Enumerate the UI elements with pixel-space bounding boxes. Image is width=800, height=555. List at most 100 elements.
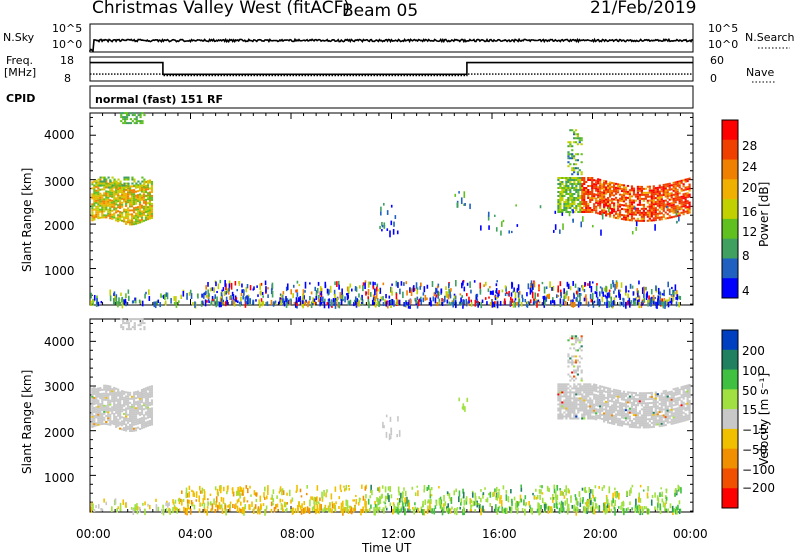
power-cell <box>573 203 575 205</box>
velocity-cell <box>675 392 677 394</box>
power-cell <box>563 187 565 189</box>
power-cell <box>226 291 228 294</box>
velocity-cell <box>581 418 583 420</box>
power-cell <box>633 194 635 196</box>
velocity-cell <box>346 485 348 490</box>
power-cell <box>119 183 121 185</box>
velocity-cell <box>565 403 567 405</box>
power-cell <box>265 281 267 286</box>
velocity-cell <box>133 424 135 426</box>
velocity-cell <box>581 380 583 382</box>
velocity-cell <box>117 401 119 403</box>
velocity-cell <box>579 361 581 363</box>
power-cell <box>611 194 613 196</box>
velocity-cell <box>91 416 93 418</box>
power-cell <box>113 209 115 211</box>
power-cell <box>617 217 619 219</box>
power-cell <box>567 187 569 189</box>
velocity-cell <box>673 408 675 410</box>
velocity-cell <box>614 509 616 516</box>
power-cell <box>599 201 601 203</box>
velocity-cell <box>645 404 647 406</box>
power-cell <box>311 291 313 294</box>
power-cell <box>214 294 216 299</box>
velocity-cell <box>651 500 653 506</box>
velocity-cell <box>625 393 627 395</box>
power-cell <box>574 302 576 307</box>
velocity-cell <box>559 399 561 401</box>
power-cell <box>374 289 376 296</box>
power-cell <box>619 216 621 218</box>
power-cell <box>603 206 605 208</box>
power-cell <box>147 194 149 196</box>
velocity-cell <box>651 412 653 414</box>
power-cell <box>577 197 579 199</box>
velocity-cell <box>145 413 147 415</box>
power-cell <box>591 199 593 201</box>
power-cell <box>229 283 231 287</box>
power-cell <box>653 203 655 205</box>
velocity-cell <box>579 401 581 403</box>
velocity-cell <box>655 400 657 402</box>
power-cell <box>567 207 569 209</box>
power-cell <box>201 301 203 307</box>
velocity-cell <box>643 392 645 394</box>
power-cell <box>93 189 95 191</box>
power-cell <box>596 283 598 285</box>
power-cell <box>496 288 498 294</box>
power-cell <box>642 301 644 304</box>
velocity-cell <box>254 490 256 495</box>
power-cell <box>449 302 451 306</box>
velocity-cell <box>599 403 601 405</box>
power-cell <box>230 295 232 298</box>
velocity-cell <box>625 401 627 403</box>
power-cell <box>617 183 619 185</box>
power-cell <box>673 184 675 186</box>
power-cell <box>631 199 633 201</box>
power-cell <box>571 193 573 195</box>
velocity-cell <box>151 407 153 409</box>
velocity-cell <box>95 388 97 390</box>
power-cell <box>145 211 147 213</box>
power-cell <box>581 207 583 209</box>
velocity-cell <box>329 503 331 505</box>
velocity-cell <box>611 410 613 412</box>
power-cell <box>663 214 665 216</box>
power-cell <box>219 280 221 283</box>
power-cell <box>659 195 661 197</box>
power-cell <box>577 143 579 145</box>
velocity-cell <box>595 416 597 418</box>
power-cell <box>580 221 582 227</box>
power-cell <box>615 199 617 201</box>
velocity-cell <box>661 421 663 423</box>
velocity-cell <box>97 414 99 416</box>
power-cell <box>627 191 629 193</box>
power-cell <box>599 187 601 189</box>
power-cell <box>151 217 153 219</box>
velocity-cell <box>200 490 202 493</box>
power-cell <box>151 203 153 205</box>
power-cell <box>213 287 215 292</box>
power-cell <box>105 202 107 204</box>
velocity-cell <box>131 418 133 420</box>
velocity-cell <box>504 508 506 513</box>
velocity-cell <box>611 416 613 418</box>
velocity-cell <box>605 411 607 413</box>
velocity-cell <box>127 406 129 408</box>
power-cell <box>147 182 149 184</box>
power-cell <box>572 209 574 213</box>
velocity-cell <box>649 392 651 394</box>
velocity-cell <box>91 390 93 392</box>
velocity-cell <box>571 343 573 345</box>
velocity-cell <box>537 495 539 499</box>
power-cell <box>105 206 107 208</box>
power-cell <box>559 199 561 201</box>
power-cell <box>579 189 581 191</box>
velocity-cell <box>649 396 651 398</box>
power-cell <box>577 135 579 137</box>
power-cell <box>651 192 653 194</box>
power-cell <box>309 282 311 284</box>
velocity-cell <box>637 404 639 406</box>
power-cell <box>139 187 141 189</box>
velocity-cell <box>198 495 200 502</box>
